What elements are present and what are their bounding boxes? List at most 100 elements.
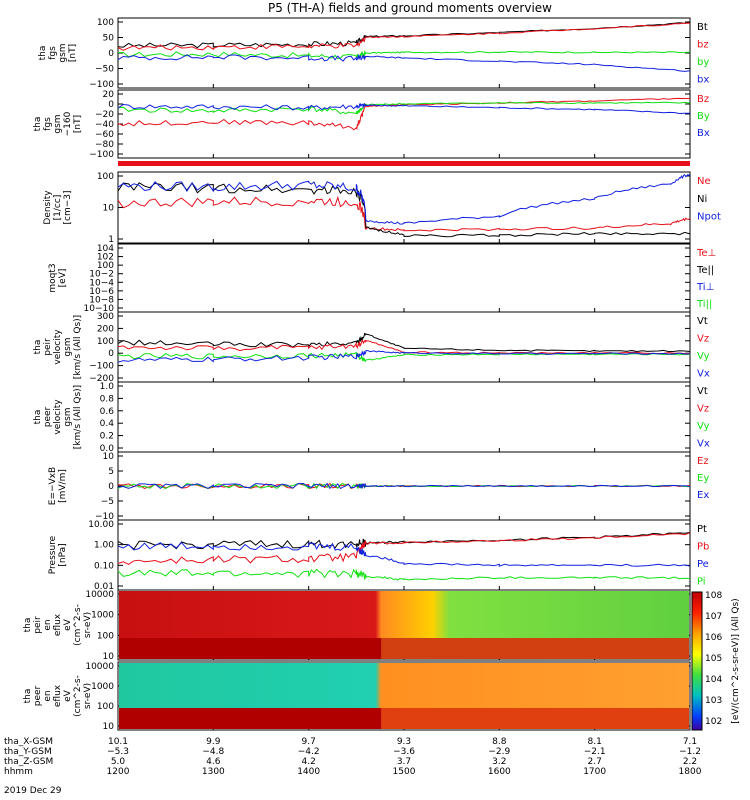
panel-10: tha peer en eflux eV (cm^2-s-sr-eV) 10000 1000 1… xyxy=(23,661,691,732)
ylabel-line: tha xyxy=(33,117,43,132)
ytick-label: 1000 xyxy=(91,611,114,621)
ytick-label: −80 xyxy=(95,140,114,150)
legend-te||: Te|| xyxy=(696,265,714,276)
xaxis-row-value: 1600 xyxy=(488,767,511,777)
plot-title: P5 (TH-A) fields and ground moments over… xyxy=(268,1,552,15)
series-line-by xyxy=(117,101,691,115)
ytick-label: −100 xyxy=(89,80,114,90)
ytick-label: 0.0 xyxy=(100,444,115,454)
state-bar xyxy=(118,161,690,166)
colorbar-tick: 106 xyxy=(705,633,722,643)
xaxis-row-label: tha_Z-GSM xyxy=(4,757,53,767)
legend-vx: Vx xyxy=(697,439,710,450)
panel-9: tha peir en eflux eV (cm^2-s-sr-eV) 10000 1000 1… xyxy=(23,589,691,662)
xaxis-row-value: −4.2 xyxy=(298,747,320,757)
ytick-label: 102 xyxy=(97,253,114,263)
colorbar-rect xyxy=(691,591,703,731)
ylabel-line: [mV/m] xyxy=(58,469,68,503)
series-line-ni xyxy=(117,182,691,238)
panel-3: Density [1/cc] [cm−3] 100 10 1 Ne Ni Npot xyxy=(43,171,721,245)
xaxis-row-label: tha_X-GSM xyxy=(4,737,53,747)
ylabel-line: peer xyxy=(33,685,43,706)
xaxis-row-value: 1300 xyxy=(202,767,225,777)
ytick-label: −10 xyxy=(95,512,114,522)
series-line-ne xyxy=(117,195,691,232)
ytick-label: 10000 xyxy=(85,662,114,672)
ytick-label: 0 xyxy=(108,349,114,359)
ylabel-line: peir xyxy=(33,616,43,634)
series-line-pi xyxy=(117,568,691,581)
xaxis-row-value: 10.1 xyxy=(108,737,128,747)
ytick-label: 10−4 xyxy=(89,278,114,288)
legend-npot: Npot xyxy=(697,212,721,223)
ylabel-line: eV xyxy=(63,689,73,702)
ytick-label: 10000 xyxy=(85,590,114,600)
ylabel-line: sr-eV) xyxy=(83,683,93,709)
xaxis-row-value: 5.0 xyxy=(111,757,126,767)
legend-pb: Pb xyxy=(697,542,709,553)
ytick-label: −40 xyxy=(95,120,114,130)
legend-pe: Pe xyxy=(697,559,709,570)
ytick-label: 1.0 xyxy=(100,382,115,392)
legend-vt: Vt xyxy=(697,386,708,397)
legend-vz: Vz xyxy=(697,404,709,415)
ytick-label: 50 xyxy=(103,34,115,44)
ytick-label: 10−10 xyxy=(84,304,115,314)
ytick-label: 0.2 xyxy=(100,432,114,442)
ytick-label: 0.4 xyxy=(100,419,115,429)
ytick-label: 10 xyxy=(103,652,115,662)
xaxis-row-value: 1800 xyxy=(679,767,702,777)
ylabel-line: eflux xyxy=(53,613,63,636)
ylabel-line: [nT] xyxy=(68,44,78,62)
ylabel-line: [nPa] xyxy=(58,543,68,566)
legend-bt: Bt xyxy=(697,22,708,33)
ylabel-line: tha xyxy=(23,689,33,704)
ytick-label: 100 xyxy=(97,261,114,271)
ytick-label: 1000 xyxy=(91,682,114,692)
ylabel-line: [km/s (All Qs)] xyxy=(73,315,83,379)
ylabel-line: tha xyxy=(33,410,43,425)
series-line-ex xyxy=(117,482,691,490)
legend-ne: Ne xyxy=(697,176,711,187)
legend-pt: Pt xyxy=(697,524,707,535)
legend-ey: Ey xyxy=(697,473,709,484)
ytick-label: −200 xyxy=(89,374,114,384)
ylabel-line: (cm^2-s- xyxy=(73,604,83,646)
legend-vx: Vx xyxy=(697,369,710,380)
ylabel-line: gsm xyxy=(63,337,73,356)
xaxis-row-value: 3.7 xyxy=(397,757,411,767)
panel-7: E=−VxB [mV/m] 10 5 0 −5 −10 Ez Ey Ex xyxy=(48,451,709,522)
series-line-pe xyxy=(117,541,691,567)
legend-bx: bx xyxy=(697,75,709,86)
series-line-vz xyxy=(117,339,691,355)
ylabel-line: eflux xyxy=(53,684,63,707)
xaxis-row-value: 4.6 xyxy=(206,757,221,767)
legend-vy: Vy xyxy=(697,421,710,432)
heatmap-band xyxy=(119,708,383,729)
legend-pi: Pi xyxy=(697,577,706,588)
ytick-label: 10.00 xyxy=(88,520,114,530)
xaxis-row-value: 8.8 xyxy=(492,737,507,747)
ytick-label: 10 xyxy=(103,204,115,214)
ylabel-line: −160 xyxy=(63,111,73,136)
series-line-npot xyxy=(117,173,691,225)
panel-frame xyxy=(117,243,691,313)
ylabel-line: velocity xyxy=(53,399,63,435)
xaxis-row-value: −4.8 xyxy=(202,747,224,757)
series-line-bx xyxy=(117,54,691,72)
ylabel-line: gsm xyxy=(53,114,63,133)
ylabel-line: [km/s (All Qs)] xyxy=(73,385,83,449)
ytick-label: 0 xyxy=(108,100,114,110)
ylabel-line: eV xyxy=(63,618,73,631)
ytick-label: −5 xyxy=(101,497,114,507)
xaxis-row-value: 9.9 xyxy=(206,737,221,747)
xaxis-row-value: −5.3 xyxy=(107,747,129,757)
ylabel-line: [1/cc] xyxy=(53,195,63,221)
panel-2: tha fgs gsm −160 [nT] 200−20−40−60−80−100 Bz By… xyxy=(33,89,710,160)
xaxis-row-value: −2.1 xyxy=(584,747,606,757)
xaxis-row-value: 1200 xyxy=(107,767,130,777)
legend-ti||: Ti|| xyxy=(696,299,712,310)
panel-frame xyxy=(117,311,691,383)
ylabel-line: Pressure xyxy=(48,535,58,574)
